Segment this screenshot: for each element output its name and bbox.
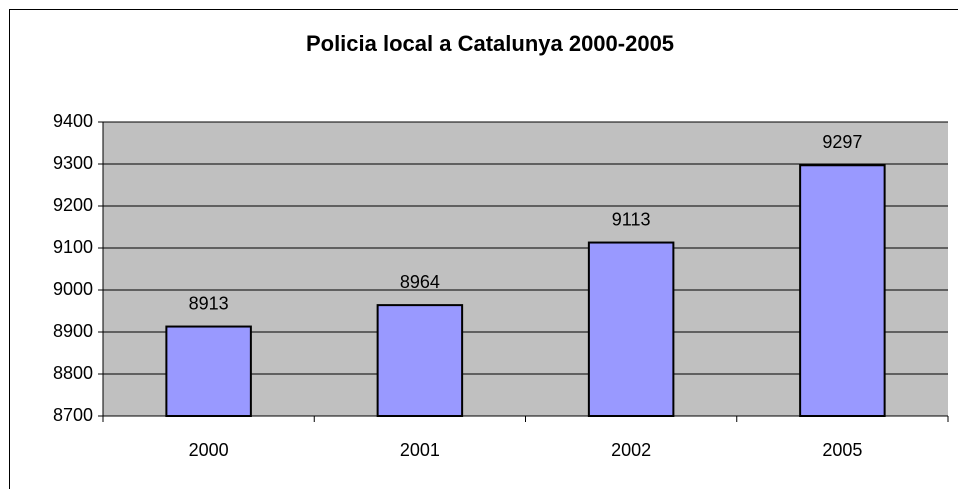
y-tick-label: 9400 [53,111,93,131]
x-tick-label: 2005 [822,440,862,460]
y-tick-label: 9300 [53,153,93,173]
bar [165,325,252,418]
data-label: 9113 [612,209,651,229]
y-tick-label: 8800 [53,363,93,383]
bar [376,304,464,417]
bar [799,164,886,417]
y-tick-label: 9200 [53,195,93,215]
y-tick-label: 9100 [53,237,93,257]
x-tick-label: 2000 [189,440,229,460]
bar [587,241,675,417]
y-tick-label: 8900 [53,321,93,341]
data-label: 9297 [822,132,862,152]
chart-title: Policia local a Catalunya 2000-2005 [306,31,674,56]
x-tick-label: 2002 [611,440,651,460]
data-label: 8913 [189,293,229,313]
x-tick-label: 2001 [400,440,440,460]
y-tick-label: 9000 [53,279,93,299]
data-label: 8964 [400,272,440,292]
y-tick-label: 8700 [53,405,93,425]
